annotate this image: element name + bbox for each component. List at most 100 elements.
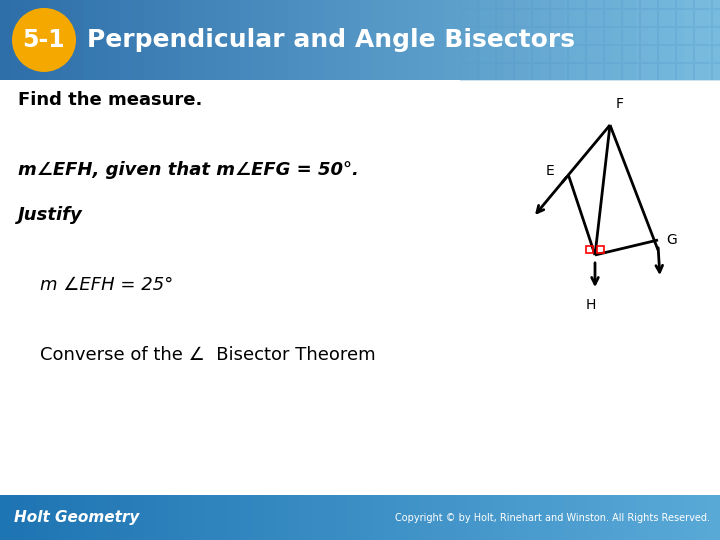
Polygon shape	[444, 495, 456, 540]
Polygon shape	[540, 495, 552, 540]
Polygon shape	[60, 495, 72, 540]
Polygon shape	[576, 0, 588, 80]
Polygon shape	[288, 495, 300, 540]
Polygon shape	[420, 0, 432, 80]
Polygon shape	[372, 0, 384, 80]
Polygon shape	[84, 0, 96, 80]
Polygon shape	[540, 0, 552, 80]
Text: Find the measure.: Find the measure.	[18, 91, 202, 109]
Polygon shape	[588, 0, 600, 80]
Ellipse shape	[12, 8, 76, 72]
Polygon shape	[396, 0, 408, 80]
Polygon shape	[72, 0, 84, 80]
Polygon shape	[120, 495, 132, 540]
Polygon shape	[108, 0, 120, 80]
Text: F: F	[616, 97, 624, 111]
Polygon shape	[504, 0, 516, 80]
Polygon shape	[144, 495, 156, 540]
Polygon shape	[240, 495, 252, 540]
Text: Copyright © by Holt, Rinehart and Winston. All Rights Reserved.: Copyright © by Holt, Rinehart and Winsto…	[395, 512, 710, 523]
Polygon shape	[576, 495, 588, 540]
Polygon shape	[276, 0, 288, 80]
Polygon shape	[24, 495, 36, 540]
Polygon shape	[96, 0, 108, 80]
Polygon shape	[408, 495, 420, 540]
Text: H: H	[586, 298, 596, 312]
Text: G: G	[666, 233, 677, 247]
Polygon shape	[660, 0, 672, 80]
Polygon shape	[336, 0, 348, 80]
Polygon shape	[372, 495, 384, 540]
Polygon shape	[360, 0, 372, 80]
Polygon shape	[408, 0, 420, 80]
Polygon shape	[348, 0, 360, 80]
Polygon shape	[264, 0, 276, 80]
Polygon shape	[192, 0, 204, 80]
Text: m∠EFH, given that m∠EFG = 50°.: m∠EFH, given that m∠EFG = 50°.	[18, 161, 359, 179]
Polygon shape	[96, 495, 108, 540]
Polygon shape	[36, 495, 48, 540]
Polygon shape	[228, 495, 240, 540]
Polygon shape	[324, 495, 336, 540]
Polygon shape	[312, 0, 324, 80]
Polygon shape	[180, 0, 192, 80]
Polygon shape	[648, 495, 660, 540]
Polygon shape	[468, 0, 480, 80]
Polygon shape	[204, 0, 216, 80]
Polygon shape	[108, 495, 120, 540]
Polygon shape	[120, 0, 132, 80]
Bar	[586, 246, 593, 253]
Polygon shape	[228, 0, 240, 80]
Text: 5-1: 5-1	[23, 28, 66, 52]
Polygon shape	[348, 495, 360, 540]
Polygon shape	[636, 495, 648, 540]
Polygon shape	[240, 0, 252, 80]
Polygon shape	[504, 495, 516, 540]
Polygon shape	[132, 495, 144, 540]
Polygon shape	[360, 495, 372, 540]
Polygon shape	[636, 0, 648, 80]
Polygon shape	[600, 495, 612, 540]
Polygon shape	[168, 495, 180, 540]
Polygon shape	[192, 495, 204, 540]
Polygon shape	[660, 495, 672, 540]
Polygon shape	[492, 495, 504, 540]
Polygon shape	[624, 0, 636, 80]
Polygon shape	[600, 0, 612, 80]
Polygon shape	[624, 495, 636, 540]
Polygon shape	[276, 495, 288, 540]
Polygon shape	[588, 495, 600, 540]
Polygon shape	[432, 0, 444, 80]
Polygon shape	[48, 495, 60, 540]
Polygon shape	[336, 495, 348, 540]
Polygon shape	[24, 0, 36, 80]
Polygon shape	[708, 0, 720, 80]
Polygon shape	[180, 495, 192, 540]
Polygon shape	[72, 495, 84, 540]
Polygon shape	[252, 495, 264, 540]
Polygon shape	[12, 495, 24, 540]
Polygon shape	[216, 495, 228, 540]
Polygon shape	[528, 0, 540, 80]
Polygon shape	[204, 495, 216, 540]
Polygon shape	[528, 495, 540, 540]
Polygon shape	[168, 0, 180, 80]
Polygon shape	[456, 495, 468, 540]
Polygon shape	[84, 495, 96, 540]
Polygon shape	[612, 495, 624, 540]
Polygon shape	[156, 0, 168, 80]
Polygon shape	[492, 0, 504, 80]
Polygon shape	[156, 495, 168, 540]
Text: Converse of the ∠  Bisector Theorem: Converse of the ∠ Bisector Theorem	[40, 346, 376, 364]
Text: Perpendicular and Angle Bisectors: Perpendicular and Angle Bisectors	[87, 28, 575, 52]
Polygon shape	[672, 495, 684, 540]
Polygon shape	[252, 0, 264, 80]
Polygon shape	[456, 0, 468, 80]
Polygon shape	[132, 0, 144, 80]
Polygon shape	[312, 495, 324, 540]
Polygon shape	[444, 0, 456, 80]
Polygon shape	[696, 495, 708, 540]
Polygon shape	[552, 495, 564, 540]
Polygon shape	[48, 0, 60, 80]
Polygon shape	[0, 495, 12, 540]
